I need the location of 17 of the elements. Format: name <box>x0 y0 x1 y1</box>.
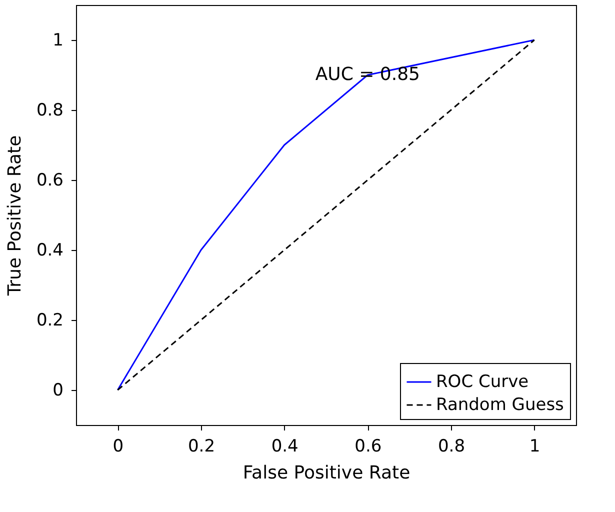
y-tick-label: 0.2 <box>36 310 64 330</box>
x-tick-label: 0.8 <box>438 436 466 456</box>
x-tick-label: 0 <box>112 436 124 456</box>
y-tick-label: 0.8 <box>36 100 64 120</box>
line-series <box>116 39 536 391</box>
y-tick-label: 0.4 <box>36 240 64 260</box>
x-axis-title: False Positive Rate <box>242 462 410 484</box>
x-tick-label: 1 <box>529 436 540 456</box>
y-axis-title: True Positive Rate <box>4 135 26 297</box>
x-tick-label: 0.4 <box>271 436 298 456</box>
legend-label: Random Guess <box>436 395 564 415</box>
y-tick-label: 0.6 <box>36 170 64 190</box>
x-tick-label: 0.2 <box>188 436 216 456</box>
y-tick-label: 0 <box>52 380 64 400</box>
legend-label: ROC Curve <box>436 372 529 392</box>
x-tick-label: 0.6 <box>354 436 382 456</box>
y-tick-label: 1 <box>52 30 64 50</box>
